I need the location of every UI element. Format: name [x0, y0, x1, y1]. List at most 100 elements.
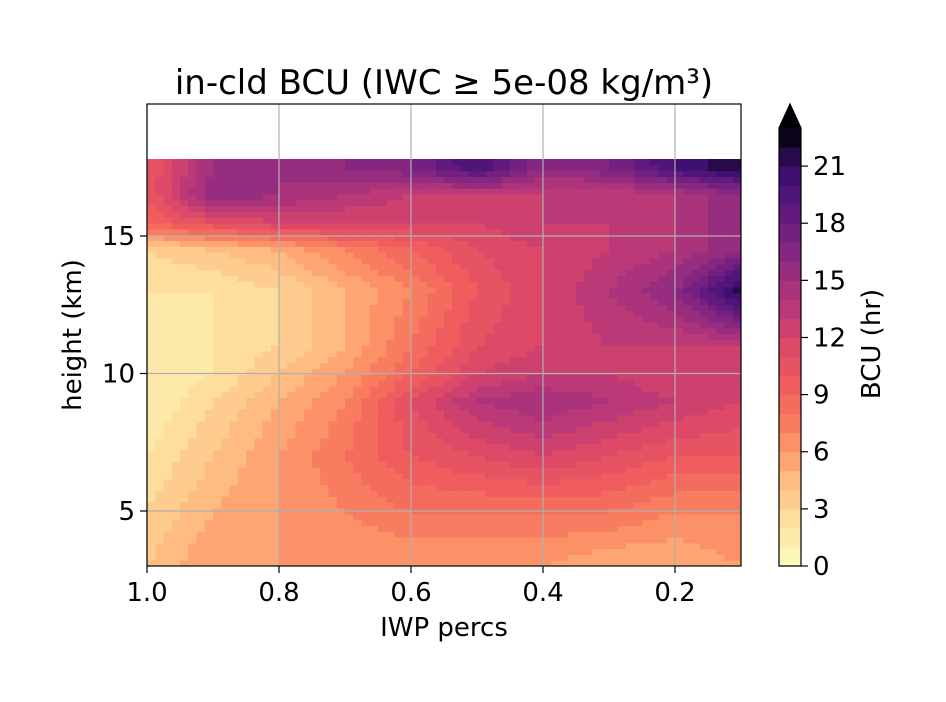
heatmap-cell — [196, 426, 206, 433]
heatmap-cell — [180, 188, 189, 195]
heatmap-cell — [518, 455, 528, 462]
heatmap-cell — [452, 461, 462, 468]
heatmap-cell — [716, 252, 726, 259]
heatmap-cell — [188, 414, 198, 422]
heatmap-cell — [592, 484, 602, 492]
heatmap-cell — [675, 304, 684, 311]
heatmap-cell — [188, 159, 198, 166]
heatmap-cell — [559, 339, 569, 346]
heatmap-cell — [345, 420, 354, 428]
heatmap-cell — [551, 461, 561, 468]
heatmap-cell — [336, 385, 346, 393]
heatmap-cell — [642, 385, 651, 393]
heatmap-cell — [485, 257, 495, 265]
heatmap-cell — [270, 438, 280, 445]
heatmap-cell — [658, 467, 668, 474]
heatmap-cell — [361, 240, 371, 247]
heatmap-cell — [303, 159, 313, 166]
heatmap-cell — [353, 164, 363, 172]
heatmap-cell — [675, 385, 684, 393]
heatmap-cell — [295, 269, 305, 276]
heatmap-cell — [708, 176, 717, 183]
heatmap-cell — [617, 263, 627, 271]
heatmap-cell — [699, 403, 709, 410]
heatmap-cell — [419, 199, 429, 207]
heatmap-cell — [196, 292, 206, 300]
heatmap-cell — [188, 449, 198, 457]
heatmap-cell — [386, 374, 396, 381]
heatmap-cell — [468, 513, 478, 521]
heatmap-cell — [237, 403, 247, 410]
heatmap-cell — [633, 449, 643, 457]
heatmap-cell — [287, 263, 297, 271]
heatmap-cell — [493, 426, 503, 433]
heatmap-cell — [444, 321, 453, 329]
heatmap-cell — [460, 263, 470, 271]
heatmap-cell — [188, 321, 198, 329]
heatmap-cell — [617, 414, 627, 422]
heatmap-cell — [493, 484, 503, 492]
heatmap-cell — [353, 513, 363, 521]
heatmap-cell — [435, 281, 445, 288]
heatmap-cell — [213, 199, 222, 207]
heatmap-cell — [543, 240, 552, 247]
heatmap-cell — [650, 240, 660, 247]
heatmap-cell — [361, 391, 371, 398]
heatmap-cell — [336, 159, 346, 166]
heatmap-cell — [411, 286, 420, 294]
heatmap-cell — [361, 275, 371, 282]
heatmap-cell — [237, 356, 247, 364]
heatmap-cell — [394, 182, 404, 189]
heatmap-cell — [221, 455, 231, 462]
heatmap-cell — [196, 385, 206, 393]
heatmap-cell — [171, 222, 181, 230]
heatmap-cell — [534, 461, 544, 468]
heatmap-cell — [419, 350, 429, 358]
heatmap-cell — [724, 252, 734, 259]
heatmap-cell — [716, 443, 726, 451]
heatmap-cell — [444, 234, 453, 241]
heatmap-cell — [180, 193, 189, 201]
heatmap-cell — [163, 345, 173, 352]
heatmap-cell — [510, 542, 519, 550]
heatmap-cell — [213, 246, 222, 253]
heatmap-cell — [732, 478, 741, 486]
heatmap-cell — [295, 502, 305, 509]
heatmap-cell — [600, 193, 610, 201]
heatmap-cell — [435, 554, 445, 561]
heatmap-cell — [345, 182, 354, 189]
heatmap-cell — [567, 513, 577, 521]
heatmap-cell — [699, 286, 709, 294]
heatmap-cell — [361, 455, 371, 462]
heatmap-cell — [609, 199, 618, 207]
heatmap-cell — [559, 379, 569, 387]
heatmap-cell — [394, 542, 404, 550]
heatmap-cell — [468, 379, 478, 387]
heatmap-cell — [658, 356, 668, 364]
heatmap-cell — [402, 310, 412, 317]
heatmap-cell — [435, 403, 445, 410]
heatmap-cell — [452, 409, 462, 416]
heatmap-cell — [295, 397, 305, 404]
heatmap-cell — [147, 385, 156, 393]
heatmap-cell — [196, 542, 206, 550]
heatmap-cell — [312, 449, 321, 457]
heatmap-cell — [699, 409, 709, 416]
heatmap-cell — [435, 298, 445, 305]
heatmap-cell — [279, 333, 288, 340]
heatmap-cell — [609, 362, 618, 369]
heatmap-cell — [485, 292, 495, 300]
heatmap-cell — [262, 286, 272, 294]
heatmap-cell — [708, 315, 717, 323]
heatmap-cell — [386, 298, 396, 305]
heatmap-cell — [188, 560, 198, 566]
heatmap-cell — [609, 292, 618, 300]
heatmap-cell — [559, 234, 569, 241]
heatmap-cell — [510, 234, 519, 241]
heatmap-cell — [213, 205, 222, 212]
heatmap-cell — [353, 315, 363, 323]
heatmap-cell — [180, 496, 189, 503]
heatmap-cell — [625, 449, 635, 457]
heatmap-cell — [724, 240, 734, 247]
heatmap-cell — [163, 252, 173, 259]
